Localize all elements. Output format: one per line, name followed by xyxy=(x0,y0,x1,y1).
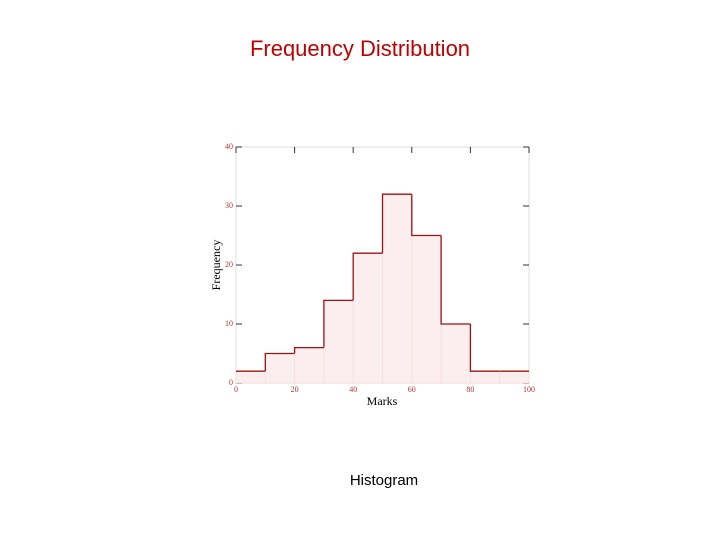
x-tick-label: 80 xyxy=(466,385,474,394)
slide-title: Frequency Distribution xyxy=(250,36,470,61)
histogram-bar-fill xyxy=(235,370,266,384)
histogram-step xyxy=(381,193,412,254)
histogram-step xyxy=(323,299,354,348)
histogram-step xyxy=(293,346,324,354)
y-axis-label: Frequency xyxy=(209,240,223,291)
y-tick-label: 10 xyxy=(225,319,233,328)
histogram-step xyxy=(469,324,500,372)
histogram-bar-fill xyxy=(382,193,413,384)
x-tick-label: 40 xyxy=(349,385,357,394)
histogram-bar-fill xyxy=(499,370,530,384)
histogram-bar-fill xyxy=(323,300,354,384)
histogram-bar-fill xyxy=(352,252,383,384)
y-tick-label: 20 xyxy=(225,260,233,269)
histogram-bar-fill xyxy=(265,353,295,384)
y-tick-label: 30 xyxy=(225,201,233,210)
histogram-step xyxy=(264,352,295,372)
caption: Histogram xyxy=(350,472,418,489)
histogram-bar-fill xyxy=(440,323,471,384)
histogram-step xyxy=(440,235,471,325)
histogram-bar-fill xyxy=(294,347,325,384)
histogram-bar-fill xyxy=(470,370,500,384)
y-tick-label: 0 xyxy=(229,378,233,387)
x-tick-label: 60 xyxy=(408,385,416,394)
x-tick-label: 20 xyxy=(291,385,299,394)
x-axis-label: Marks xyxy=(367,394,398,408)
x-tick-label: 100 xyxy=(523,385,535,394)
y-tick-label: 40 xyxy=(225,142,233,151)
x-tick-label: 0 xyxy=(234,385,238,394)
histogram-step xyxy=(352,252,383,301)
histogram-bar-fill xyxy=(411,235,442,384)
histogram-step xyxy=(411,194,442,237)
